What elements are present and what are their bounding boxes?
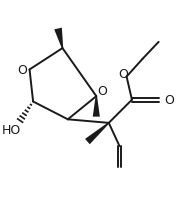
Text: O: O xyxy=(98,85,107,98)
Text: O: O xyxy=(164,94,174,107)
Polygon shape xyxy=(85,123,109,144)
Text: O: O xyxy=(118,67,128,80)
Text: O: O xyxy=(17,64,27,76)
Polygon shape xyxy=(54,29,63,49)
Text: HO: HO xyxy=(2,123,21,136)
Polygon shape xyxy=(93,97,100,117)
